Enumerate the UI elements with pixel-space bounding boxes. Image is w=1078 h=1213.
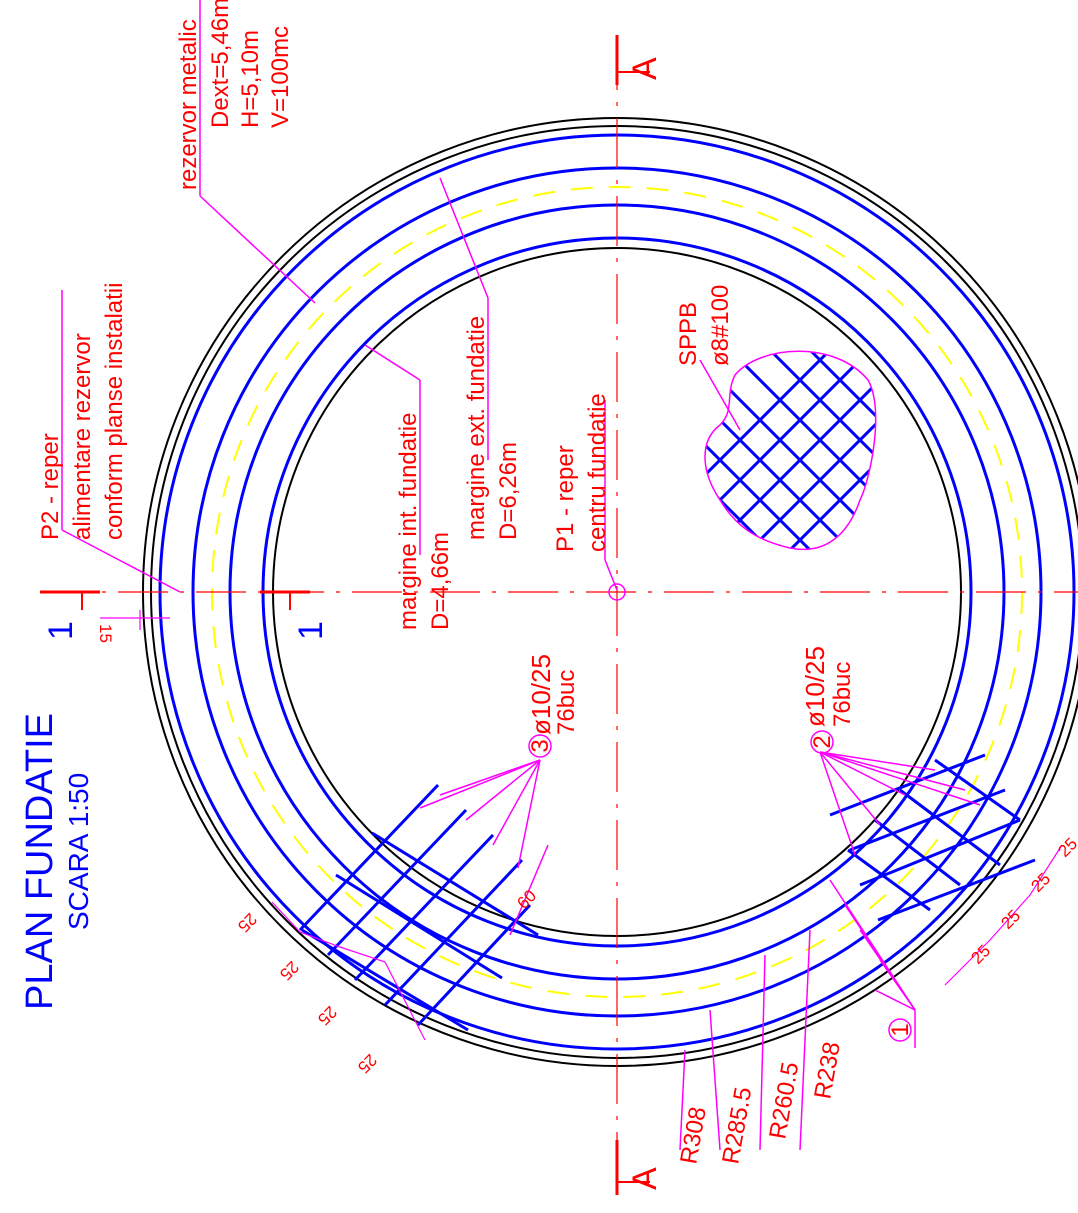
p1-line2: centru fundatie <box>584 393 611 552</box>
axes <box>40 40 1078 1165</box>
sppb-label: SPPB <box>675 302 702 366</box>
dim-15-group: 15 <box>96 610 170 643</box>
radius-r308: R308 <box>675 1105 712 1166</box>
rebar-2-group: 2 ø10/25 76buc <box>800 646 1036 922</box>
rebar-3-marker-circle <box>528 734 552 758</box>
right-dim-1: 25 <box>967 941 994 968</box>
p1-callout: P1 - reper centru fundatie <box>552 393 626 601</box>
plan-title: PLAN FUNDATIE <box>19 713 61 1010</box>
p1-line1: P1 - reper <box>552 445 579 552</box>
left-dim-1: 25 <box>234 909 261 936</box>
tank-line1: rezervor metalic <box>175 19 202 190</box>
rebar-1-group: 1 <box>829 879 916 1048</box>
rebar-3-spec: ø10/25 <box>526 654 556 735</box>
right-spacing-dims: 25 25 25 25 <box>944 834 1078 986</box>
section-1-left-label: 1 <box>42 621 80 640</box>
p2-line1: P2 - reper <box>37 433 64 540</box>
left-dim-2: 25 <box>276 957 303 984</box>
right-dim-2: 25 <box>997 906 1024 933</box>
p2-callout: P2 - reper alimentare rezervor conform p… <box>37 283 181 593</box>
rebar-2-marker-circle <box>810 730 834 754</box>
inner-margin-line1: margine int. fundatie <box>395 413 422 630</box>
rebar-2-marker: 2 <box>809 735 836 748</box>
dim-60: 60 <box>513 886 540 913</box>
p2-line2: alimentare rezervor <box>69 333 96 540</box>
section-a-bottom-label: A <box>626 1167 664 1190</box>
plan-scale: SCARA 1:50 <box>63 773 94 930</box>
left-spacing-dims: 25 25 25 25 <box>234 901 426 1077</box>
section-a-top-label: A <box>626 57 664 80</box>
left-dim-4: 25 <box>354 1050 381 1077</box>
tank-line3: H=5,10m <box>237 30 264 128</box>
outer-margin-line2: D=6,26m <box>495 442 522 540</box>
rebar-3-count: 76buc <box>553 670 580 735</box>
rebar-2-count: 76buc <box>829 662 856 727</box>
section-a-bottom: A <box>615 1140 664 1195</box>
p2-line3: conform planse instalatii <box>101 283 128 540</box>
tank-line4: V=100mc <box>267 26 294 128</box>
rebar-1-marker: 1 <box>887 1023 914 1036</box>
section-1-right-label: 1 <box>292 621 330 640</box>
rebar-3-group: 3 ø10/25 76buc 60 <box>298 654 580 1032</box>
radius-callouts <box>679 929 811 1151</box>
radius-r238: R238 <box>809 1040 846 1101</box>
section-a-top: A <box>615 35 664 85</box>
sppb-region: SPPB ø8#100 <box>675 285 877 550</box>
radius-r260: R260.5 <box>764 1060 804 1141</box>
radius-r285: R285.5 <box>717 1085 757 1166</box>
section-1-left: 1 <box>40 590 100 640</box>
section-1-right: 1 <box>260 590 330 640</box>
rebar-3-marker: 3 <box>527 739 554 752</box>
tank-callout: rezervor metalic Dext=5,46m H=5,10m V=10… <box>175 0 316 304</box>
p1-marker <box>608 583 626 601</box>
outer-margin-line1: margine ext. fundatie <box>463 316 490 540</box>
inner-margin-line2: D=4,66m <box>427 532 454 630</box>
left-dim-3: 25 <box>314 1002 341 1029</box>
rebar-1-marker-circle <box>888 1018 912 1042</box>
rebar-2-spec: ø10/25 <box>800 646 830 727</box>
tank-line2: Dext=5,46m <box>207 0 234 128</box>
inner-margin-callout: margine int. fundatie D=4,66m <box>364 344 454 630</box>
sppb-spec: ø8#100 <box>707 285 734 366</box>
right-dim-4: 25 <box>1054 834 1078 861</box>
dim-15: 15 <box>96 624 115 643</box>
outer-margin-callout: margine ext. fundatie D=6,26m <box>439 177 522 540</box>
